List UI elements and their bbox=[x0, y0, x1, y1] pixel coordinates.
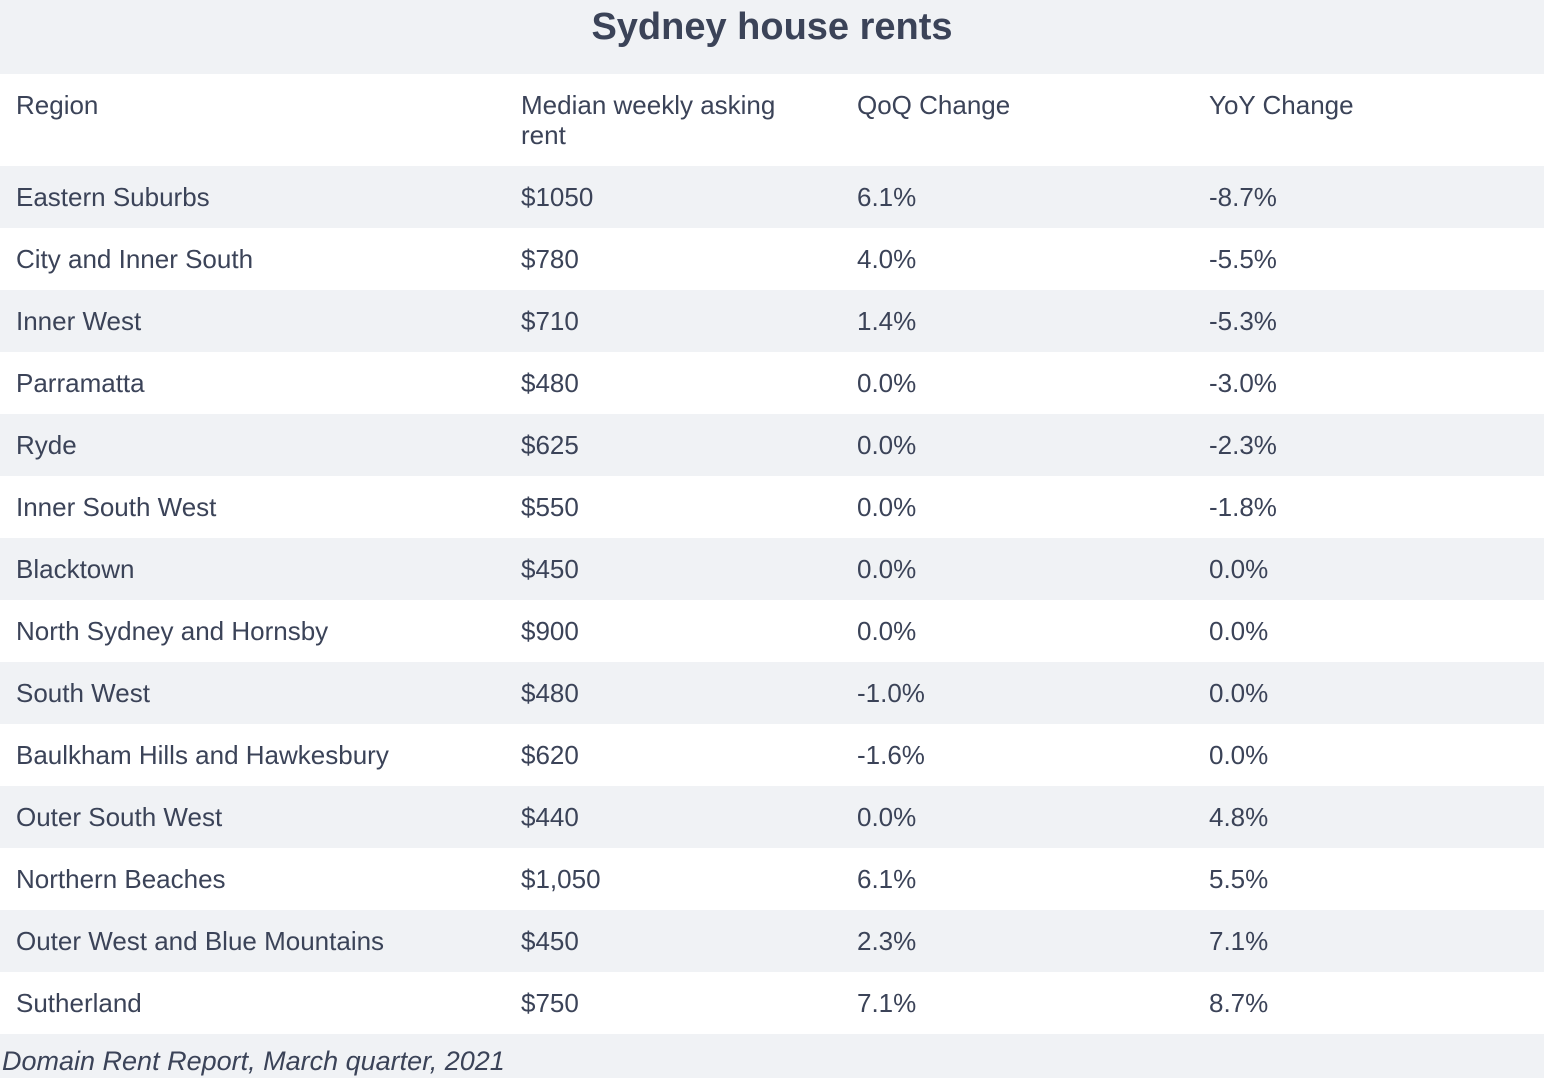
cell-median-rent: $450 bbox=[521, 553, 579, 584]
table-row: Northern Beaches $1,050 6.1% 5.5% bbox=[0, 848, 1544, 910]
cell-yoy-change: 4.8% bbox=[1209, 801, 1269, 832]
table-row: Inner West $710 1.4% -5.3% bbox=[0, 290, 1544, 352]
cell-region: City and Inner South bbox=[16, 243, 254, 274]
table-row: South West $480 -1.0% 0.0% bbox=[0, 662, 1544, 724]
cell-qoq-change: -1.6% bbox=[857, 739, 925, 770]
cell-median-rent: $780 bbox=[521, 243, 579, 274]
cell-yoy-change: 0.0% bbox=[1209, 615, 1269, 646]
cell-qoq-change: 4.0% bbox=[857, 243, 917, 274]
cell-qoq-change: 6.1% bbox=[857, 863, 917, 894]
cell-qoq-change: 0.0% bbox=[857, 801, 917, 832]
cell-qoq-change: 2.3% bbox=[857, 925, 917, 956]
column-header-qoq-change: QoQ Change bbox=[857, 90, 1011, 120]
cell-median-rent: $440 bbox=[521, 801, 579, 832]
cell-yoy-change: 0.0% bbox=[1209, 553, 1269, 584]
cell-region: Baulkham Hills and Hawkesbury bbox=[16, 739, 389, 770]
table-row: Baulkham Hills and Hawkesbury $620 -1.6% 0.… bbox=[0, 724, 1544, 786]
table-row: City and Inner South $780 4.0% -5.5% bbox=[0, 228, 1544, 290]
cell-qoq-change: 1.4% bbox=[857, 305, 917, 336]
table-row: Outer South West $440 0.0% 4.8% bbox=[0, 786, 1544, 848]
column-header-region: Region bbox=[16, 90, 99, 120]
cell-qoq-change: 0.0% bbox=[857, 367, 917, 398]
cell-median-rent: $480 bbox=[521, 677, 579, 708]
cell-region: Outer West and Blue Mountains bbox=[16, 925, 385, 956]
column-header-median-rent: Median weekly asking rent bbox=[521, 90, 776, 150]
cell-yoy-change: 8.7% bbox=[1209, 987, 1269, 1018]
cell-yoy-change: -5.5% bbox=[1209, 243, 1277, 274]
cell-region: Eastern Suburbs bbox=[16, 181, 210, 212]
cell-yoy-change: 0.0% bbox=[1209, 739, 1269, 770]
cell-yoy-change: -5.3% bbox=[1209, 305, 1277, 336]
cell-median-rent: $480 bbox=[521, 367, 579, 398]
cell-median-rent: $710 bbox=[521, 305, 579, 336]
cell-median-rent: $620 bbox=[521, 739, 579, 770]
table-header: Region Median weekly asking rent QoQ Cha… bbox=[0, 74, 1544, 166]
column-header-yoy-change: YoY Change bbox=[1209, 90, 1354, 120]
cell-yoy-change: 7.1% bbox=[1209, 925, 1269, 956]
table-body: Eastern Suburbs $1050 6.1% -8.7% City and In… bbox=[0, 166, 1544, 1034]
cell-region: Inner South West bbox=[16, 491, 217, 522]
cell-qoq-change: 0.0% bbox=[857, 491, 917, 522]
title-bar: Sydney house rents bbox=[0, 0, 1544, 74]
rents-table: Region Median weekly asking rent QoQ Cha… bbox=[0, 74, 1544, 1034]
table-row: Ryde $625 0.0% -2.3% bbox=[0, 414, 1544, 476]
table-row: Sutherland $750 7.1% 8.7% bbox=[0, 972, 1544, 1034]
table-title: Sydney house rents bbox=[591, 5, 953, 48]
cell-region: North Sydney and Hornsby bbox=[16, 615, 329, 646]
cell-region: Sutherland bbox=[16, 987, 142, 1018]
table-row: Blacktown $450 0.0% 0.0% bbox=[0, 538, 1544, 600]
cell-yoy-change: -8.7% bbox=[1209, 181, 1277, 212]
cell-region: Ryde bbox=[16, 429, 77, 460]
cell-qoq-change: 0.0% bbox=[857, 553, 917, 584]
table-row: Outer West and Blue Mountains $450 2.3% 7.1… bbox=[0, 910, 1544, 972]
cell-region: Blacktown bbox=[16, 553, 135, 584]
table-row: North Sydney and Hornsby $900 0.0% 0.0% bbox=[0, 600, 1544, 662]
cell-yoy-change: 5.5% bbox=[1209, 863, 1269, 894]
cell-qoq-change: -1.0% bbox=[857, 677, 925, 708]
cell-yoy-change: 0.0% bbox=[1209, 677, 1269, 708]
cell-region: Parramatta bbox=[16, 367, 145, 398]
cell-qoq-change: 7.1% bbox=[857, 987, 917, 1018]
cell-region: Northern Beaches bbox=[16, 863, 226, 894]
cell-median-rent: $900 bbox=[521, 615, 579, 646]
cell-median-rent: $1,050 bbox=[521, 863, 601, 894]
table-row: Parramatta $480 0.0% -3.0% bbox=[0, 352, 1544, 414]
cell-median-rent: $450 bbox=[521, 925, 579, 956]
cell-yoy-change: -1.8% bbox=[1209, 491, 1277, 522]
cell-qoq-change: 6.1% bbox=[857, 181, 917, 212]
cell-region: South West bbox=[16, 677, 150, 708]
cell-qoq-change: 0.0% bbox=[857, 429, 917, 460]
table-row: Inner South West $550 0.0% -1.8% bbox=[0, 476, 1544, 538]
cell-yoy-change: -2.3% bbox=[1209, 429, 1277, 460]
header-row: Region Median weekly asking rent QoQ Cha… bbox=[0, 74, 1544, 166]
table-row: Eastern Suburbs $1050 6.1% -8.7% bbox=[0, 166, 1544, 228]
cell-qoq-change: 0.0% bbox=[857, 615, 917, 646]
source-caption: Domain Rent Report, March quarter, 2021 bbox=[2, 1046, 505, 1076]
cell-median-rent: $625 bbox=[521, 429, 579, 460]
cell-yoy-change: -3.0% bbox=[1209, 367, 1277, 398]
cell-median-rent: $550 bbox=[521, 491, 579, 522]
cell-region: Inner West bbox=[16, 305, 142, 336]
cell-median-rent: $1050 bbox=[521, 181, 594, 212]
cell-region: Outer South West bbox=[16, 801, 223, 832]
cell-median-rent: $750 bbox=[521, 987, 579, 1018]
